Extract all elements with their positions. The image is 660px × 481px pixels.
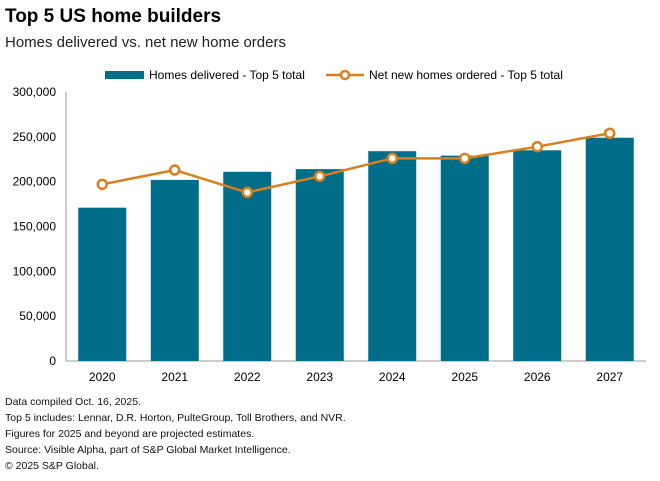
net-new-orders-line — [102, 132, 610, 194]
x-tick-label: 2025 — [451, 370, 478, 384]
point-2021 — [169, 164, 181, 176]
chart-subtitle: Homes delivered vs. net new home orders — [5, 34, 286, 51]
footnote-date: Data compiled Oct. 16, 2025. — [5, 396, 141, 408]
bars — [78, 137, 634, 361]
footnote-copyright: © 2025 S&P Global. — [5, 460, 99, 472]
chart-title: Top 5 US home builders — [5, 6, 222, 27]
y-tick-label: 0 — [49, 354, 56, 368]
bar-2025 — [440, 155, 489, 361]
y-tick-label: 200,000 — [13, 175, 57, 189]
y-tick-label: 250,000 — [13, 130, 57, 144]
x-tick-label: 2024 — [379, 370, 406, 384]
bar-2026 — [513, 150, 562, 361]
x-tick-label: 2021 — [161, 370, 188, 384]
bar-2022 — [223, 171, 272, 361]
point-2025 — [459, 152, 471, 165]
point-2020 — [96, 178, 108, 191]
point-2027 — [604, 127, 616, 139]
bar-2024 — [368, 151, 417, 361]
footnote-projection: Figures for 2025 and beyond are projecte… — [5, 428, 255, 440]
point-2022 — [241, 186, 253, 199]
footnote-top5: Top 5 includes: Lennar, D.R. Horton, Pul… — [5, 412, 346, 424]
legend-marker-net-new-orders — [339, 69, 351, 81]
y-tick-label: 50,000 — [19, 309, 56, 323]
point-2024 — [386, 152, 398, 165]
y-tick-label: 150,000 — [13, 220, 57, 234]
y-tick-label: 300,000 — [13, 85, 57, 99]
x-tick-label: 2027 — [596, 370, 623, 384]
legend: Homes delivered - Top 5 total Net new ho… — [105, 68, 563, 82]
legend-label-net-new-orders: Net new homes ordered - Top 5 total — [369, 68, 563, 82]
y-tick-label: 100,000 — [13, 264, 57, 278]
footnote-source: Source: Visible Alpha, part of S&P Globa… — [5, 444, 291, 456]
footnotes: Data compiled Oct. 16, 2025. Top 5 inclu… — [5, 394, 346, 474]
x-tick-label: 2026 — [524, 370, 551, 384]
x-tick-label: 2020 — [89, 370, 116, 384]
legend-label-homes-delivered: Homes delivered - Top 5 total — [149, 68, 305, 82]
bar-2021 — [150, 179, 199, 361]
x-tick-label: 2023 — [306, 370, 333, 384]
point-2026 — [531, 140, 543, 153]
legend-swatch-homes-delivered — [105, 71, 144, 79]
axes: 0 50,000 100,000 150,000 200,000 250,000 300,0… — [13, 85, 646, 384]
point-2023 — [314, 170, 326, 183]
chart: Homes delivered - Top 5 total Net new ho… — [13, 68, 646, 384]
bar-2023 — [295, 169, 344, 361]
line-series — [96, 127, 616, 199]
bar-2020 — [78, 207, 127, 361]
bar-2027 — [585, 137, 634, 361]
x-tick-label: 2022 — [234, 370, 261, 384]
